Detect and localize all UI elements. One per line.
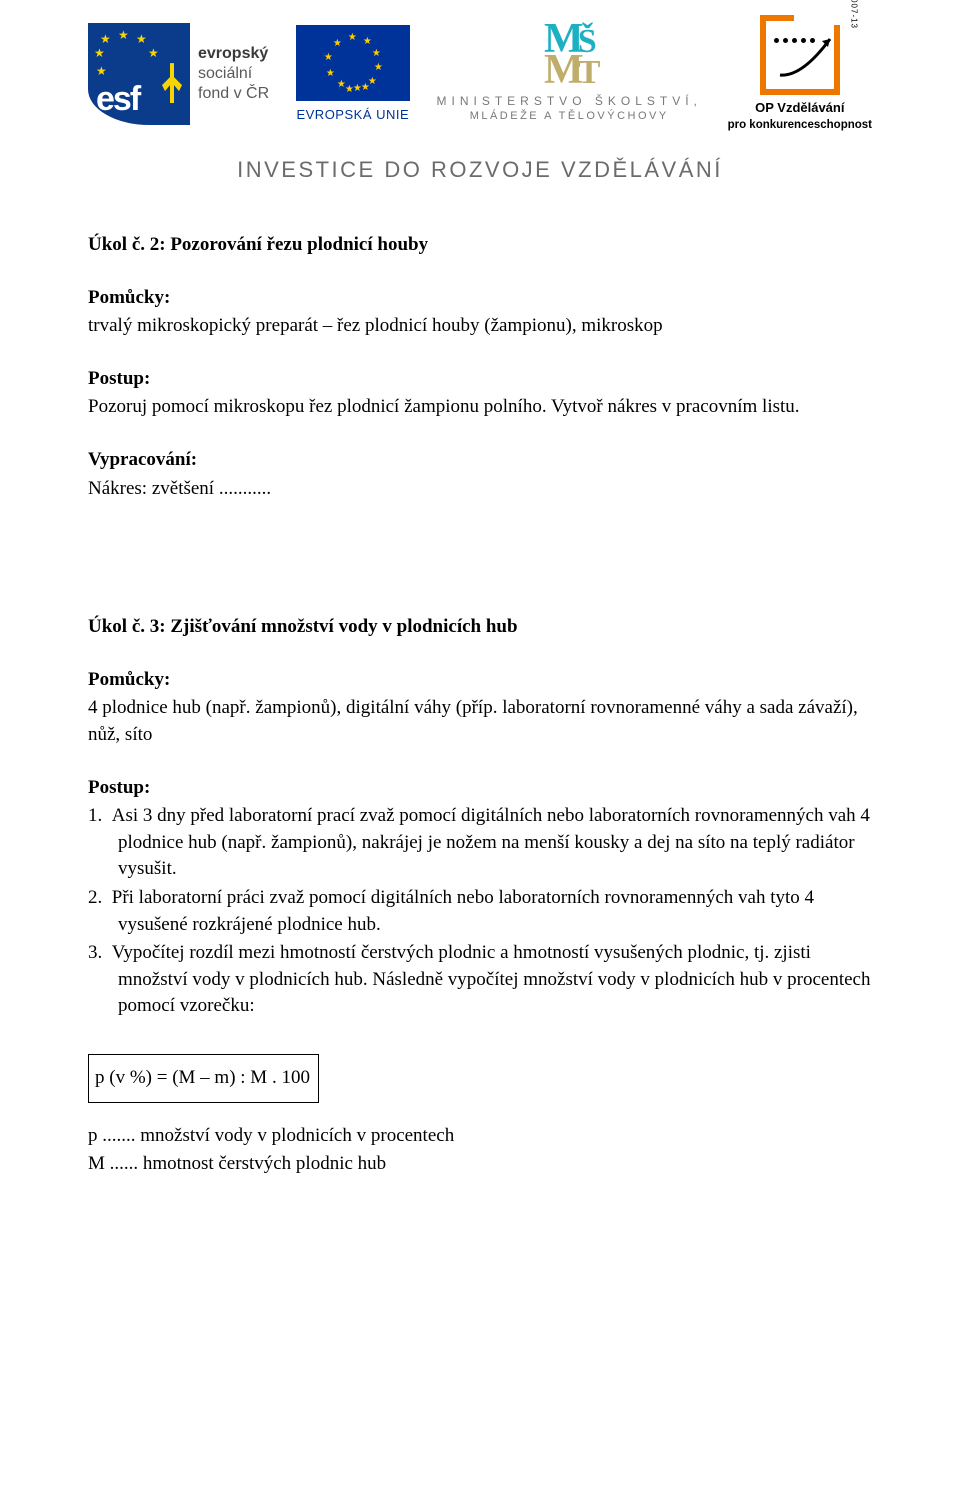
op-line2: pro konkurenceschopnost [728,117,872,133]
task3-title: Úkol č. 3: Zjišťování množství vody v pl… [88,614,872,641]
task2-vypracovani-label: Vypracování: [88,447,872,474]
task2-postup-label: Postup: [88,366,872,393]
esf-l2: sociální [198,65,252,82]
task2-nakres: Nákres: zvětšení ........... [88,476,872,503]
logo-esf: ★ ★ ★ ★ ★ ★ esf evropský sociální fond v… [88,23,269,125]
def-M: M ...... hmotnost čerstvých plodnic hub [88,1151,872,1178]
esf-l1: evropský [198,45,268,62]
investice-tagline: INVESTICE DO ROZVOJE VZDĚLÁVÁNÍ [88,155,872,186]
esf-label: evropský sociální fond v ČR [198,44,269,104]
msmt-line1: MINISTERSTVO ŠKOLSTVÍ, [437,93,702,110]
defs: p ....... množství vody v plodnicích v p… [88,1123,872,1178]
step-num: 3. [88,942,112,963]
msmt-line2: MLÁDEŽE A TĚLOVÝCHOVY [470,109,669,124]
task2-title: Úkol č. 2: Pozorování řezu plodnicí houb… [88,232,872,259]
formula-box: p (v %) = (M – m) : M . 100 [88,1054,319,1103]
task3-pomucky-label: Pomůcky: [88,667,872,694]
eu-flag: ★ ★ ★ ★ ★ ★ ★ ★ ★ ★ ★ ★ [295,24,411,102]
task3-postup-label: Postup: [88,775,872,802]
esf-l3: fond v ČR [198,85,269,102]
esf-flag: ★ ★ ★ ★ ★ ★ esf [88,23,190,125]
step-text: Při laboratorní práci zvaž pomocí digitá… [112,887,814,935]
op-line1: OP Vzdělávání [728,99,872,117]
step-num: 2. [88,887,112,908]
op-square: 2007-13 [760,15,840,95]
logo-msmt: MŠ MT MINISTERSTVO ŠKOLSTVÍ, MLÁDEŽE A T… [437,24,702,125]
task3-pomucky-text: 4 plodnice hub (např. žampionů), digitál… [88,695,872,748]
def-p: p ....... množství vody v plodnicích v p… [88,1123,872,1150]
task3-step-2: 2. Při laboratorní práci zvaž pomocí dig… [88,885,872,938]
formula: p (v %) = (M – m) : M . 100 [95,1067,310,1088]
op-year: 2007-13 [849,0,860,29]
step-text: Vypočítej rozdíl mezi hmotností čerstvýc… [112,942,871,1016]
task3-step-1: 1. Asi 3 dny před laboratorní prací zvaž… [88,803,872,883]
task2-postup-text: Pozoruj pomocí mikroskopu řez plodnicí ž… [88,394,872,421]
task2-pomucky-label: Pomůcky: [88,285,872,312]
task2-pomucky-text: trvalý mikroskopický preparát – řez plod… [88,313,872,340]
msmt-glyph: MŠ MT [544,24,594,87]
logo-strip: ★ ★ ★ ★ ★ ★ esf evropský sociální fond v… [88,15,872,133]
task3-postup-list: 1. Asi 3 dny před laboratorní prací zvaž… [88,803,872,1020]
task3-step-3: 3. Vypočítej rozdíl mezi hmotností čerst… [88,940,872,1020]
step-num: 1. [88,805,112,826]
step-text: Asi 3 dny před laboratorní prací zvaž po… [112,805,870,879]
logo-eu: ★ ★ ★ ★ ★ ★ ★ ★ ★ ★ ★ ★ EVROPSKÁ UNIE [295,24,411,124]
logo-op: 2007-13 OP Vzdělávání pro konkurencescho… [728,15,872,133]
esf-acronym: esf [96,76,139,124]
eu-caption: EVROPSKÁ UNIE [296,106,409,124]
